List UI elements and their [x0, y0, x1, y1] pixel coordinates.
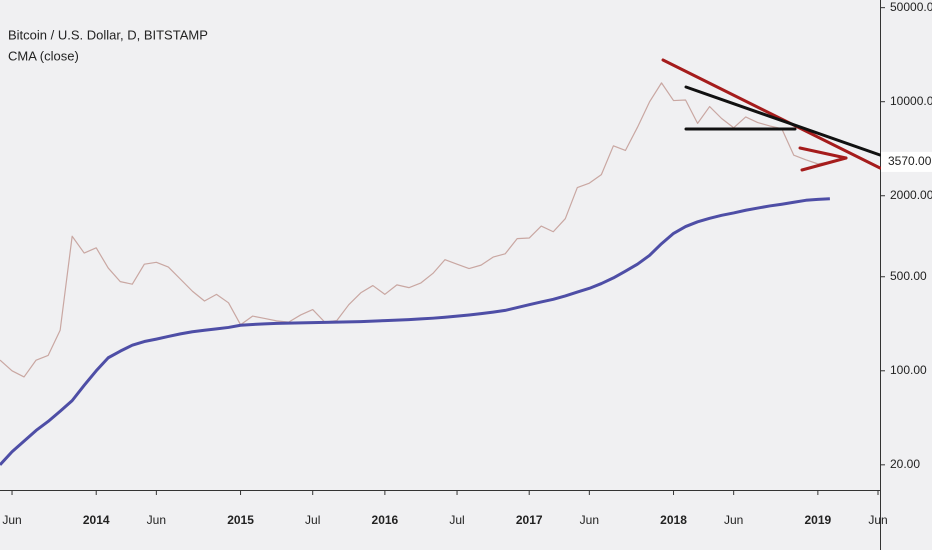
y-tick-label: 10000.00	[890, 94, 932, 108]
trend-line	[661, 58, 882, 170]
x-tick-label: Jun	[868, 513, 887, 527]
triangle-line	[798, 146, 848, 160]
trend-line	[684, 85, 882, 157]
y-tick-label: 2000.00	[890, 188, 932, 202]
y-tick-label: 50000.00	[890, 0, 932, 14]
x-tick-label: 2014	[83, 513, 110, 527]
last-price-label: 3570.00	[888, 154, 932, 168]
x-tick-label: 2018	[660, 513, 687, 527]
x-tick-label: 2019	[805, 513, 832, 527]
last-price-box	[881, 151, 932, 172]
x-tick-label: Jun	[147, 513, 166, 527]
y-tick-label: 20.00	[890, 457, 920, 471]
x-tick-label: 2017	[516, 513, 543, 527]
x-tick-label: 2015	[227, 513, 254, 527]
series-line	[0, 197, 830, 466]
series-line	[0, 82, 830, 378]
x-tick-label: 2016	[372, 513, 399, 527]
chart-title: Bitcoin / U.S. Dollar, D, BITSTAMP	[8, 27, 208, 42]
x-tick-label: Jul	[449, 513, 464, 527]
drawings	[661, 58, 882, 172]
axes: 20.00 100.00 500.00 2000.00 10000.00 50000.00…	[2, 0, 932, 527]
indicator-label: CMA (close)	[8, 48, 79, 63]
x-tick-label: Jun	[2, 513, 21, 527]
x-tick-label: Jul	[305, 513, 320, 527]
y-tick-label: 500.00	[890, 269, 927, 283]
x-tick-label: Jun	[724, 513, 743, 527]
y-tick-label: 100.00	[890, 363, 927, 377]
plot-area	[0, 82, 830, 466]
x-tick-label: Jun	[580, 513, 599, 527]
triangle-line	[800, 156, 848, 172]
